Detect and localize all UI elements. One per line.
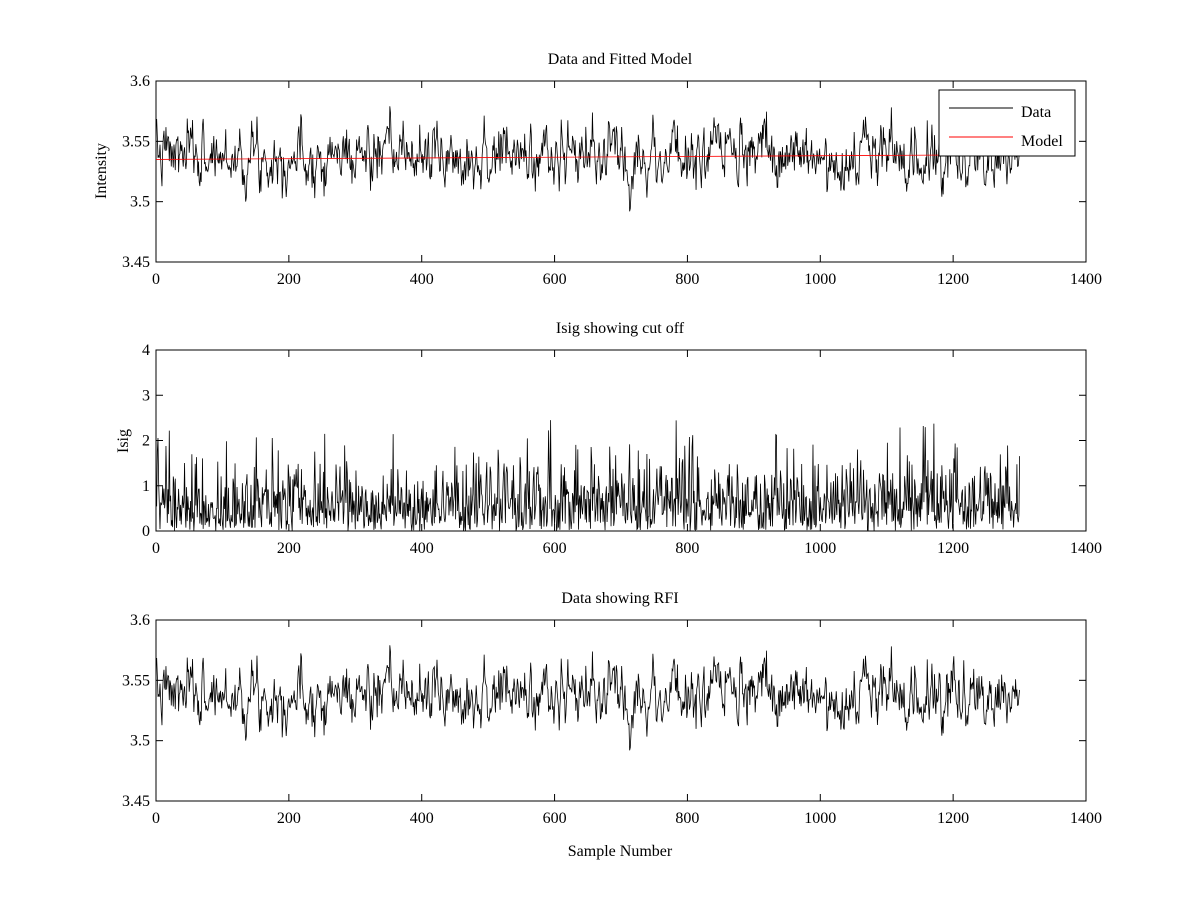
chart-title: Data and Fitted Model bbox=[548, 51, 693, 68]
y-tick-label: 3.6 bbox=[130, 612, 150, 629]
x-tick-label: 800 bbox=[675, 810, 699, 827]
panel-data-showing-rfi: Data showing RFI Sample Number 0 200 400 60… bbox=[122, 590, 1102, 860]
x-tick-label: 1200 bbox=[937, 810, 969, 827]
y-tick-label: 3.45 bbox=[122, 254, 150, 271]
x-tick-label: 600 bbox=[543, 540, 567, 557]
chart-title: Data showing RFI bbox=[561, 590, 678, 607]
x-tick-label: 1400 bbox=[1070, 271, 1102, 288]
legend-label-model: Model bbox=[1021, 133, 1063, 150]
y-axis-label: Isig bbox=[115, 429, 132, 453]
x-tick-label: 400 bbox=[410, 540, 434, 557]
y-tick-label: 2 bbox=[142, 433, 150, 450]
x-tick-label: 1200 bbox=[937, 540, 969, 557]
x-tick-label: 1200 bbox=[937, 271, 969, 288]
x-tick-label: 0 bbox=[152, 810, 160, 827]
y-tick-label: 0 bbox=[142, 523, 150, 540]
y-tick-label: 3 bbox=[142, 387, 150, 404]
x-tick-label: 200 bbox=[277, 540, 301, 557]
y-axis-label: Intensity bbox=[93, 143, 110, 199]
chart-title: Isig showing cut off bbox=[556, 320, 685, 337]
axes-box bbox=[155, 619, 1087, 802]
x-tick-label: 1400 bbox=[1070, 540, 1102, 557]
x-tick-label: 600 bbox=[543, 810, 567, 827]
y-tick-label: 4 bbox=[142, 342, 150, 359]
x-tick-label: 1400 bbox=[1070, 810, 1102, 827]
series-line-data bbox=[156, 645, 1020, 751]
panel-data-and-fitted-model: Data and Fitted Model Intensity 0 200 400 6… bbox=[93, 51, 1102, 288]
y-tick-label: 3.6 bbox=[130, 73, 150, 90]
series-line-isig bbox=[156, 420, 1020, 531]
x-tick-label: 200 bbox=[277, 271, 301, 288]
y-tick-label: 3.5 bbox=[130, 194, 150, 211]
x-tick-label: 1000 bbox=[804, 271, 836, 288]
legend-box bbox=[938, 89, 1076, 157]
x-tick-label: 400 bbox=[410, 271, 434, 288]
x-tick-label: 0 bbox=[152, 540, 160, 557]
y-tick-label: 3.5 bbox=[130, 733, 150, 750]
series-line-model bbox=[156, 154, 1020, 160]
y-tick-label: 1 bbox=[142, 478, 150, 495]
x-tick-label: 800 bbox=[675, 271, 699, 288]
axes-box bbox=[155, 80, 1087, 263]
x-tick-label: 800 bbox=[675, 540, 699, 557]
panel-isig-showing-cut-off: Isig showing cut off Isig 0 200 400 600 800 1… bbox=[115, 320, 1102, 557]
x-tick-label: 0 bbox=[152, 271, 160, 288]
legend-label-data: Data bbox=[1021, 104, 1051, 121]
x-tick-label: 600 bbox=[543, 271, 567, 288]
x-tick-label: 400 bbox=[410, 810, 434, 827]
x-tick-label: 200 bbox=[277, 810, 301, 827]
x-axis-label: Sample Number bbox=[568, 843, 673, 860]
x-tick-label: 1000 bbox=[804, 810, 836, 827]
y-tick-label: 3.55 bbox=[122, 672, 150, 689]
y-tick-label: 3.45 bbox=[122, 793, 150, 810]
y-tick-label: 3.55 bbox=[122, 133, 150, 150]
x-tick-label: 1000 bbox=[804, 540, 836, 557]
legend: Data Model bbox=[938, 89, 1076, 157]
